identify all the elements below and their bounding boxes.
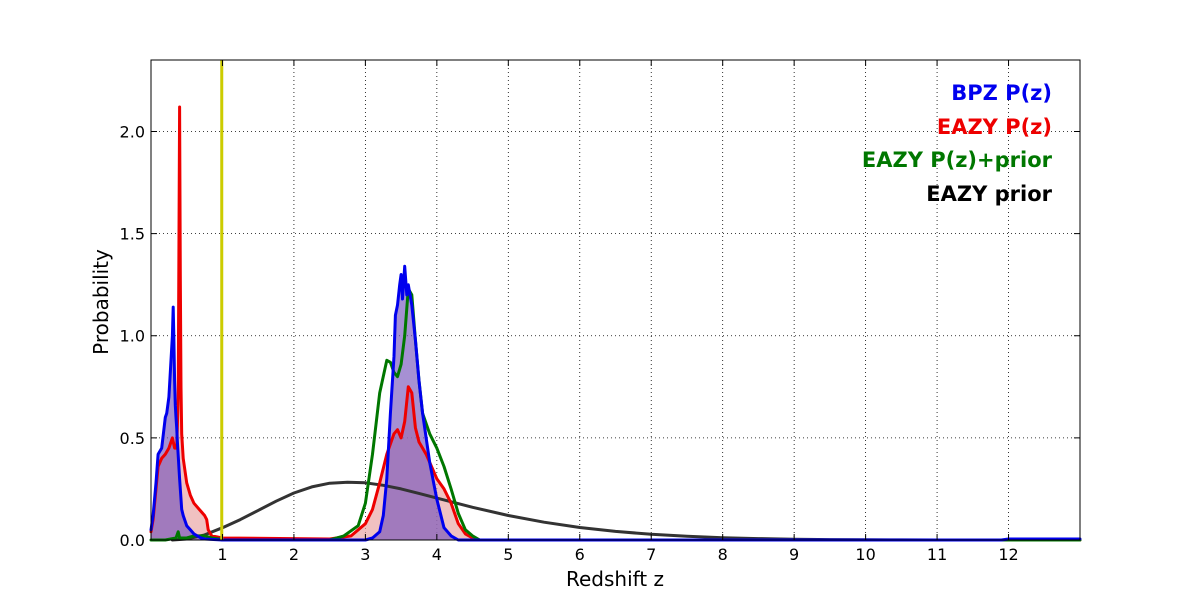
y-tick-labels: 0.0 0.5 1.0 1.5 2.0 [120,122,145,550]
x-tick-label: 3 [360,545,370,564]
x-tick-label: 11 [927,545,947,564]
y-tick-label: 1.5 [120,225,145,244]
x-tick-label: 7 [646,545,656,564]
x-tick-label: 2 [289,545,299,564]
x-tick-labels: 1 2 3 4 5 6 7 8 9 10 11 12 [217,545,1018,564]
x-tick-label: 5 [503,545,513,564]
y-tick-label: 2.0 [120,122,145,141]
x-axis-label: Redshift z [566,567,664,591]
legend-item-bpz: BPZ P(z) [951,81,1052,105]
x-tick-label: 8 [718,545,728,564]
axis-ticks [151,60,1080,541]
x-tick-label: 12 [998,545,1018,564]
x-tick-label: 4 [432,545,442,564]
grid [151,60,1080,541]
x-tick-label: 9 [789,545,799,564]
y-tick-label: 1.0 [120,327,145,346]
x-tick-label: 6 [575,545,585,564]
y-tick-label: 0.0 [120,531,145,550]
x-tick-label: 1 [217,545,227,564]
y-axis-label: Probability [89,249,113,355]
legend-item-eazy: EAZY P(z) [937,115,1052,139]
legend: BPZ P(z) EAZY P(z) EAZY P(z)+prior EAZY … [862,81,1053,206]
plot-frame [150,59,1081,541]
series-line-eazy-p-z-prior [149,287,1082,542]
y-tick-label: 0.5 [120,429,145,448]
x-tick-label: 10 [855,545,875,564]
legend-item-eazy-prior-combined: EAZY P(z)+prior [862,148,1053,172]
legend-item-eazy-prior: EAZY prior [926,182,1052,206]
